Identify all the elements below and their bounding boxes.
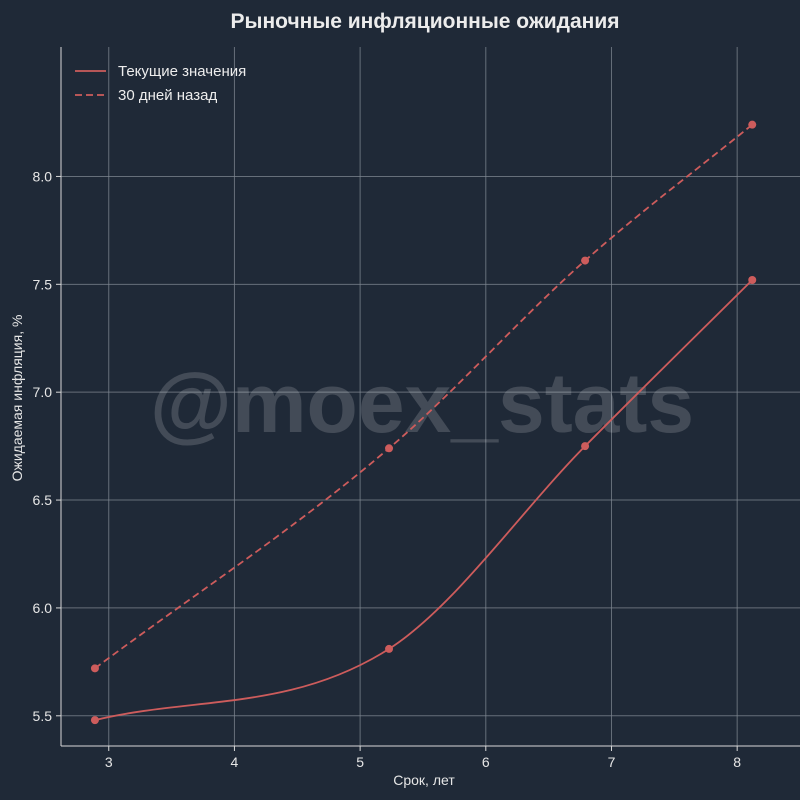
x-tick-label: 6 xyxy=(482,754,490,770)
current-point-1 xyxy=(90,716,99,725)
tick-labels: 3 4 5 6 7 8 5.5 6.0 6.5 7.0 7.5 8.0 xyxy=(33,168,742,770)
current-point-3 xyxy=(581,442,590,451)
current-point-4 xyxy=(748,276,757,284)
legend-label-current: Текущие значения xyxy=(118,63,246,80)
watermark: @moex_stats xyxy=(150,356,694,450)
30-days-point-4 xyxy=(748,120,757,129)
series-line-30-days xyxy=(94,123,753,670)
y-tick-label: 7.5 xyxy=(33,276,53,292)
y-tick-label: 7.0 xyxy=(33,384,53,400)
x-tick-label: 8 xyxy=(733,754,741,770)
y-tick-label: 6.0 xyxy=(33,600,53,616)
series-line-current xyxy=(94,279,753,721)
chart-title: Рыночные инфляционные ожидания xyxy=(231,10,620,33)
30-days-point-1 xyxy=(90,664,99,673)
axes xyxy=(56,47,800,751)
30-days-point-3 xyxy=(581,256,590,265)
legend: Текущие значения 30 дней назад xyxy=(75,63,246,104)
series-layer xyxy=(90,120,757,725)
y-tick-label: 8.0 xyxy=(33,168,53,184)
x-tick-label: 4 xyxy=(231,754,239,770)
x-tick-label: 3 xyxy=(105,754,113,770)
grid xyxy=(61,47,800,746)
y-tick-label: 5.5 xyxy=(33,708,53,724)
y-axis-label: Ожидаемая инфляция, % xyxy=(9,315,25,482)
y-tick-label: 6.5 xyxy=(33,492,53,508)
30-days-point-2 xyxy=(385,444,394,453)
legend-label-30-days: 30 дней назад xyxy=(118,87,217,104)
current-point-2 xyxy=(385,644,394,653)
x-tick-label: 5 xyxy=(356,754,364,770)
x-axis-label: Срок, лет xyxy=(393,772,455,788)
x-tick-label: 7 xyxy=(608,754,616,770)
